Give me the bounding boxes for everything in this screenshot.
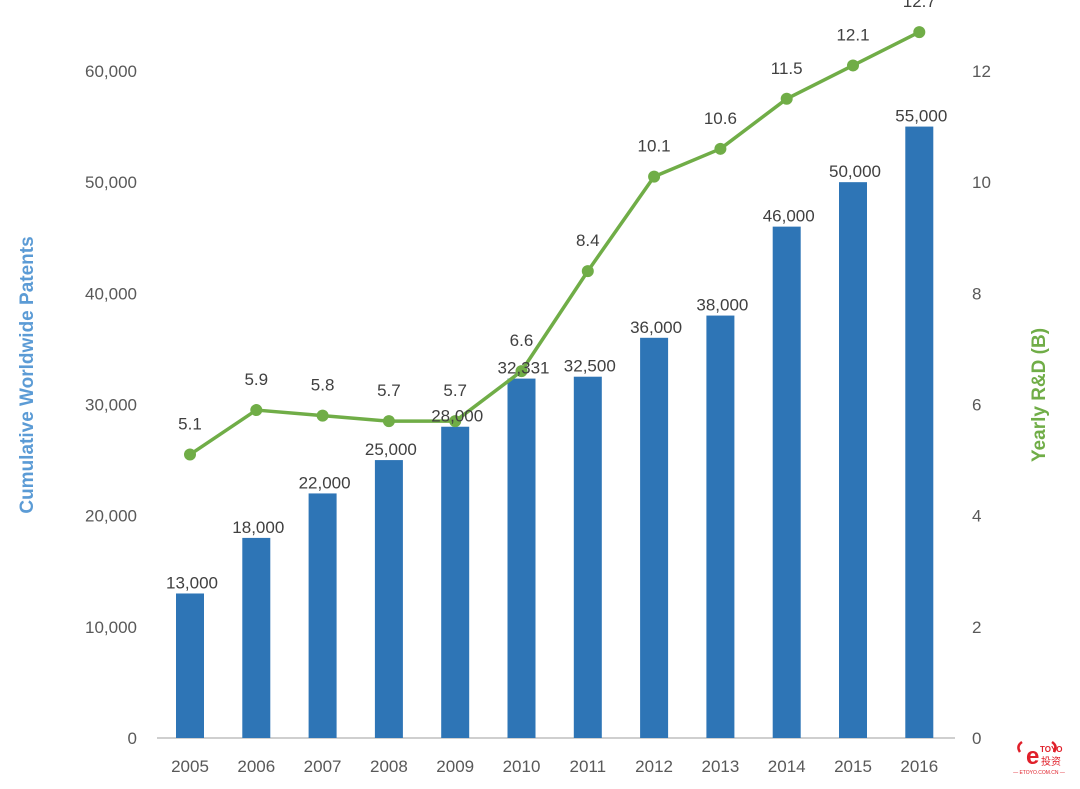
watermark-url: — ETOYO.COM.CN —: [1013, 770, 1065, 776]
line-point: [316, 409, 329, 422]
bar-data-label: 28,000: [431, 407, 483, 426]
x-axis-ticks: 2005 2006 2007 2008 2009 2010 2011 2012 2013 2014…: [171, 757, 938, 776]
y-axis-title-left: Cumulative Worldwide Patents: [17, 236, 38, 513]
line-data-label: 11.5: [771, 59, 803, 78]
y-tick-left: 50,000: [85, 173, 137, 192]
line-point: [184, 448, 196, 461]
y-tick-right: 10: [972, 173, 991, 192]
bar-data-label: 36,000: [630, 318, 682, 337]
x-tick-label: 2015: [834, 757, 872, 776]
left-axis-ticks: 0 10,000 20,000 30,000 40,000 50,000 60,000: [85, 62, 137, 748]
line-data-label: 5.9: [244, 370, 268, 389]
bar: [242, 537, 271, 738]
y-tick-left: 60,000: [85, 62, 137, 81]
y-tick-right: 2: [972, 618, 981, 637]
watermark-chinese: 投资: [1041, 755, 1061, 768]
x-tick-label: 2005: [171, 757, 209, 776]
y-tick-right: 6: [972, 396, 981, 415]
bar: [640, 337, 669, 738]
bar-data-label: 55,000: [895, 107, 947, 126]
line-series: [184, 26, 926, 461]
watermark-brand: TOYO: [1040, 745, 1063, 754]
line-point: [913, 26, 926, 39]
bar-data-label: 13,000: [166, 573, 218, 592]
y-tick-right: 4: [972, 507, 981, 526]
line-data-label: 12.1: [836, 25, 869, 44]
bar: [507, 378, 536, 738]
bar: [772, 226, 801, 738]
y-tick-right: 0: [972, 729, 981, 748]
line-point: [780, 92, 793, 105]
y-tick-left: 30,000: [85, 396, 137, 415]
bar: [441, 426, 470, 738]
bar: [706, 315, 735, 738]
bar: [905, 126, 934, 739]
watermark-logo: e TOYO 投资 — ETOYO.COM.CN —: [1013, 740, 1065, 776]
line-data-label: 10.1: [638, 137, 671, 156]
watermark-letter: e: [1026, 743, 1039, 770]
line-data-label: 12.7: [903, 0, 936, 11]
x-tick-label: 2007: [304, 757, 342, 776]
line-point: [250, 404, 263, 417]
bar-data-label: 38,000: [696, 296, 748, 315]
y-tick-right: 8: [972, 284, 981, 303]
line-data-label: 6.6: [510, 331, 534, 350]
line-point: [515, 365, 528, 378]
x-tick-label: 2010: [503, 757, 541, 776]
bar-data-label: 50,000: [829, 162, 881, 181]
x-tick-label: 2006: [237, 757, 275, 776]
x-tick-label: 2014: [768, 757, 806, 776]
y-tick-left: 20,000: [85, 507, 137, 526]
y-tick-right: 12: [972, 62, 991, 81]
bar-labels: 13,000 18,000 22,000 25,000 28,000 32,331 32,5…: [166, 107, 947, 593]
horn-right-icon: [1051, 740, 1057, 753]
bar-data-label: 25,000: [365, 440, 417, 459]
line-data-label: 5.7: [443, 381, 467, 400]
x-tick-label: 2016: [900, 757, 938, 776]
bar-data-label: 32,500: [564, 357, 616, 376]
bar-data-label: 32,331: [498, 359, 550, 378]
x-tick-label: 2008: [370, 757, 408, 776]
y-tick-left: 0: [128, 729, 137, 748]
y-tick-left: 10,000: [85, 618, 137, 637]
line-point: [648, 170, 661, 183]
line-labels: 5.1 5.9 5.8 5.7 5.7 6.6 8.4 10.1 10.6 11.5 12.1 12.…: [178, 0, 936, 434]
bar: [839, 182, 867, 738]
bar: [308, 493, 337, 738]
right-axis-ticks: 0 2 4 6 8 10 12: [972, 62, 991, 748]
line-data-label: 5.1: [178, 415, 202, 434]
line-point: [847, 59, 859, 72]
bar: [176, 593, 204, 738]
line-data-label: 5.7: [377, 381, 401, 400]
y-tick-left: 40,000: [85, 284, 137, 303]
horn-left-icon: [1017, 740, 1023, 753]
x-tick-label: 2009: [436, 757, 474, 776]
line-point: [581, 265, 594, 278]
line-point: [449, 415, 462, 428]
line-data-label: 10.6: [704, 109, 737, 128]
bar-data-label: 18,000: [232, 518, 284, 537]
x-tick-label: 2011: [570, 757, 607, 776]
line-path: [189, 30, 921, 456]
bar: [374, 460, 403, 738]
line-point: [714, 142, 727, 155]
y-axis-title-right: Yearly R&D (B): [1029, 328, 1050, 462]
x-tick-label: 2013: [701, 757, 739, 776]
bar: [573, 376, 602, 738]
bar-data-label: 46,000: [763, 207, 815, 226]
bar-series: [176, 126, 934, 739]
line-data-label: 5.8: [311, 376, 335, 395]
x-tick-label: 2012: [635, 757, 673, 776]
line-point: [382, 415, 395, 428]
bar-data-label: 22,000: [299, 473, 351, 492]
line-data-label: 8.4: [576, 231, 600, 250]
